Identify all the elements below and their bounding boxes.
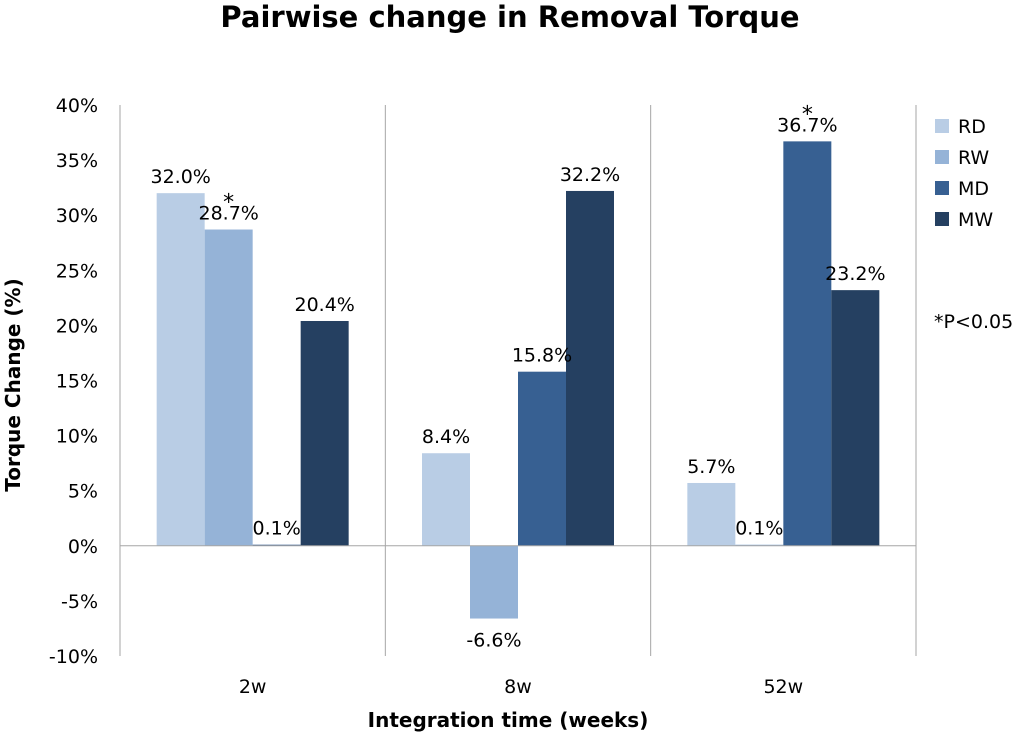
data-label: 15.8% [512, 345, 572, 367]
significance-mark: * [223, 191, 234, 216]
legend-label-md: MD [958, 178, 989, 200]
x-axis-title: Integration time (weeks) [368, 708, 649, 732]
bar-rw-2w [204, 229, 253, 546]
bar-md-8w [518, 371, 566, 546]
bar-mw-8w [566, 190, 614, 546]
legend-label-rd: RD [958, 116, 986, 138]
legend-label-rw: RW [958, 147, 989, 169]
legend-swatch-rd [935, 119, 949, 133]
legend-label-mw: MW [958, 209, 993, 231]
bar-mw-2w [300, 320, 349, 546]
y-tick-label: 35% [56, 150, 98, 172]
data-label: 0.1% [253, 518, 301, 540]
data-label: 36.7% [777, 114, 837, 136]
bar-md-2w [252, 544, 301, 546]
data-label: 0.1% [735, 518, 783, 540]
bar-mw-52w [831, 290, 880, 546]
chart-title: Pairwise change in Removal Torque [220, 0, 799, 34]
data-label: 8.4% [422, 426, 470, 448]
y-tick-label: 5% [68, 481, 98, 503]
significance-note: *P<0.05 [934, 311, 1013, 333]
data-label: 28.7% [198, 203, 258, 225]
y-tick-label: 0% [68, 536, 98, 558]
bar-md-52w [783, 141, 832, 546]
y-tick-label: 40% [56, 95, 98, 117]
data-label: 32.0% [150, 166, 210, 188]
x-tick-label: 52w [763, 676, 803, 698]
bar-rd-52w [687, 482, 736, 546]
data-label: 32.2% [560, 164, 620, 186]
x-tick-label: 2w [239, 676, 267, 698]
y-tick-label: 30% [56, 205, 98, 227]
y-tick-label: 20% [56, 315, 98, 337]
y-axis-title: Torque Change (%) [1, 278, 25, 492]
bar-rw-8w [470, 545, 518, 619]
significance-mark: * [802, 102, 813, 127]
legend-swatch-mw [935, 212, 949, 226]
bar-rd-2w [156, 193, 205, 546]
y-axis-ticks: -10% -5% 0% 5% 10% 15% 20% 25% 30% 35% 40% [49, 95, 98, 668]
data-labels: 32.0% 8.4% 5.7% 28.7% -6.6% 0.1% 0.1% 15.8% 36.7… [150, 114, 885, 651]
x-tick-label: 8w [504, 676, 532, 698]
y-tick-label: -10% [49, 646, 98, 668]
legend: RD RW MD MW [935, 116, 993, 231]
y-tick-label: 25% [56, 260, 98, 282]
y-tick-label: 15% [56, 371, 98, 393]
data-label: 5.7% [687, 456, 735, 478]
data-label: 23.2% [825, 263, 885, 285]
y-tick-label: -5% [61, 591, 98, 613]
bar-rw-52w [735, 544, 784, 546]
x-axis-ticks: 2w 8w 52w [239, 676, 803, 698]
y-tick-label: 10% [56, 426, 98, 448]
category-separators [119, 105, 917, 656]
bars [156, 141, 880, 619]
bar-rd-8w [422, 453, 470, 546]
data-label: 20.4% [294, 294, 354, 316]
legend-swatch-rw [935, 150, 949, 164]
data-label: -6.6% [466, 630, 521, 652]
significance-marks: ** [223, 102, 813, 215]
legend-swatch-md [935, 181, 949, 195]
